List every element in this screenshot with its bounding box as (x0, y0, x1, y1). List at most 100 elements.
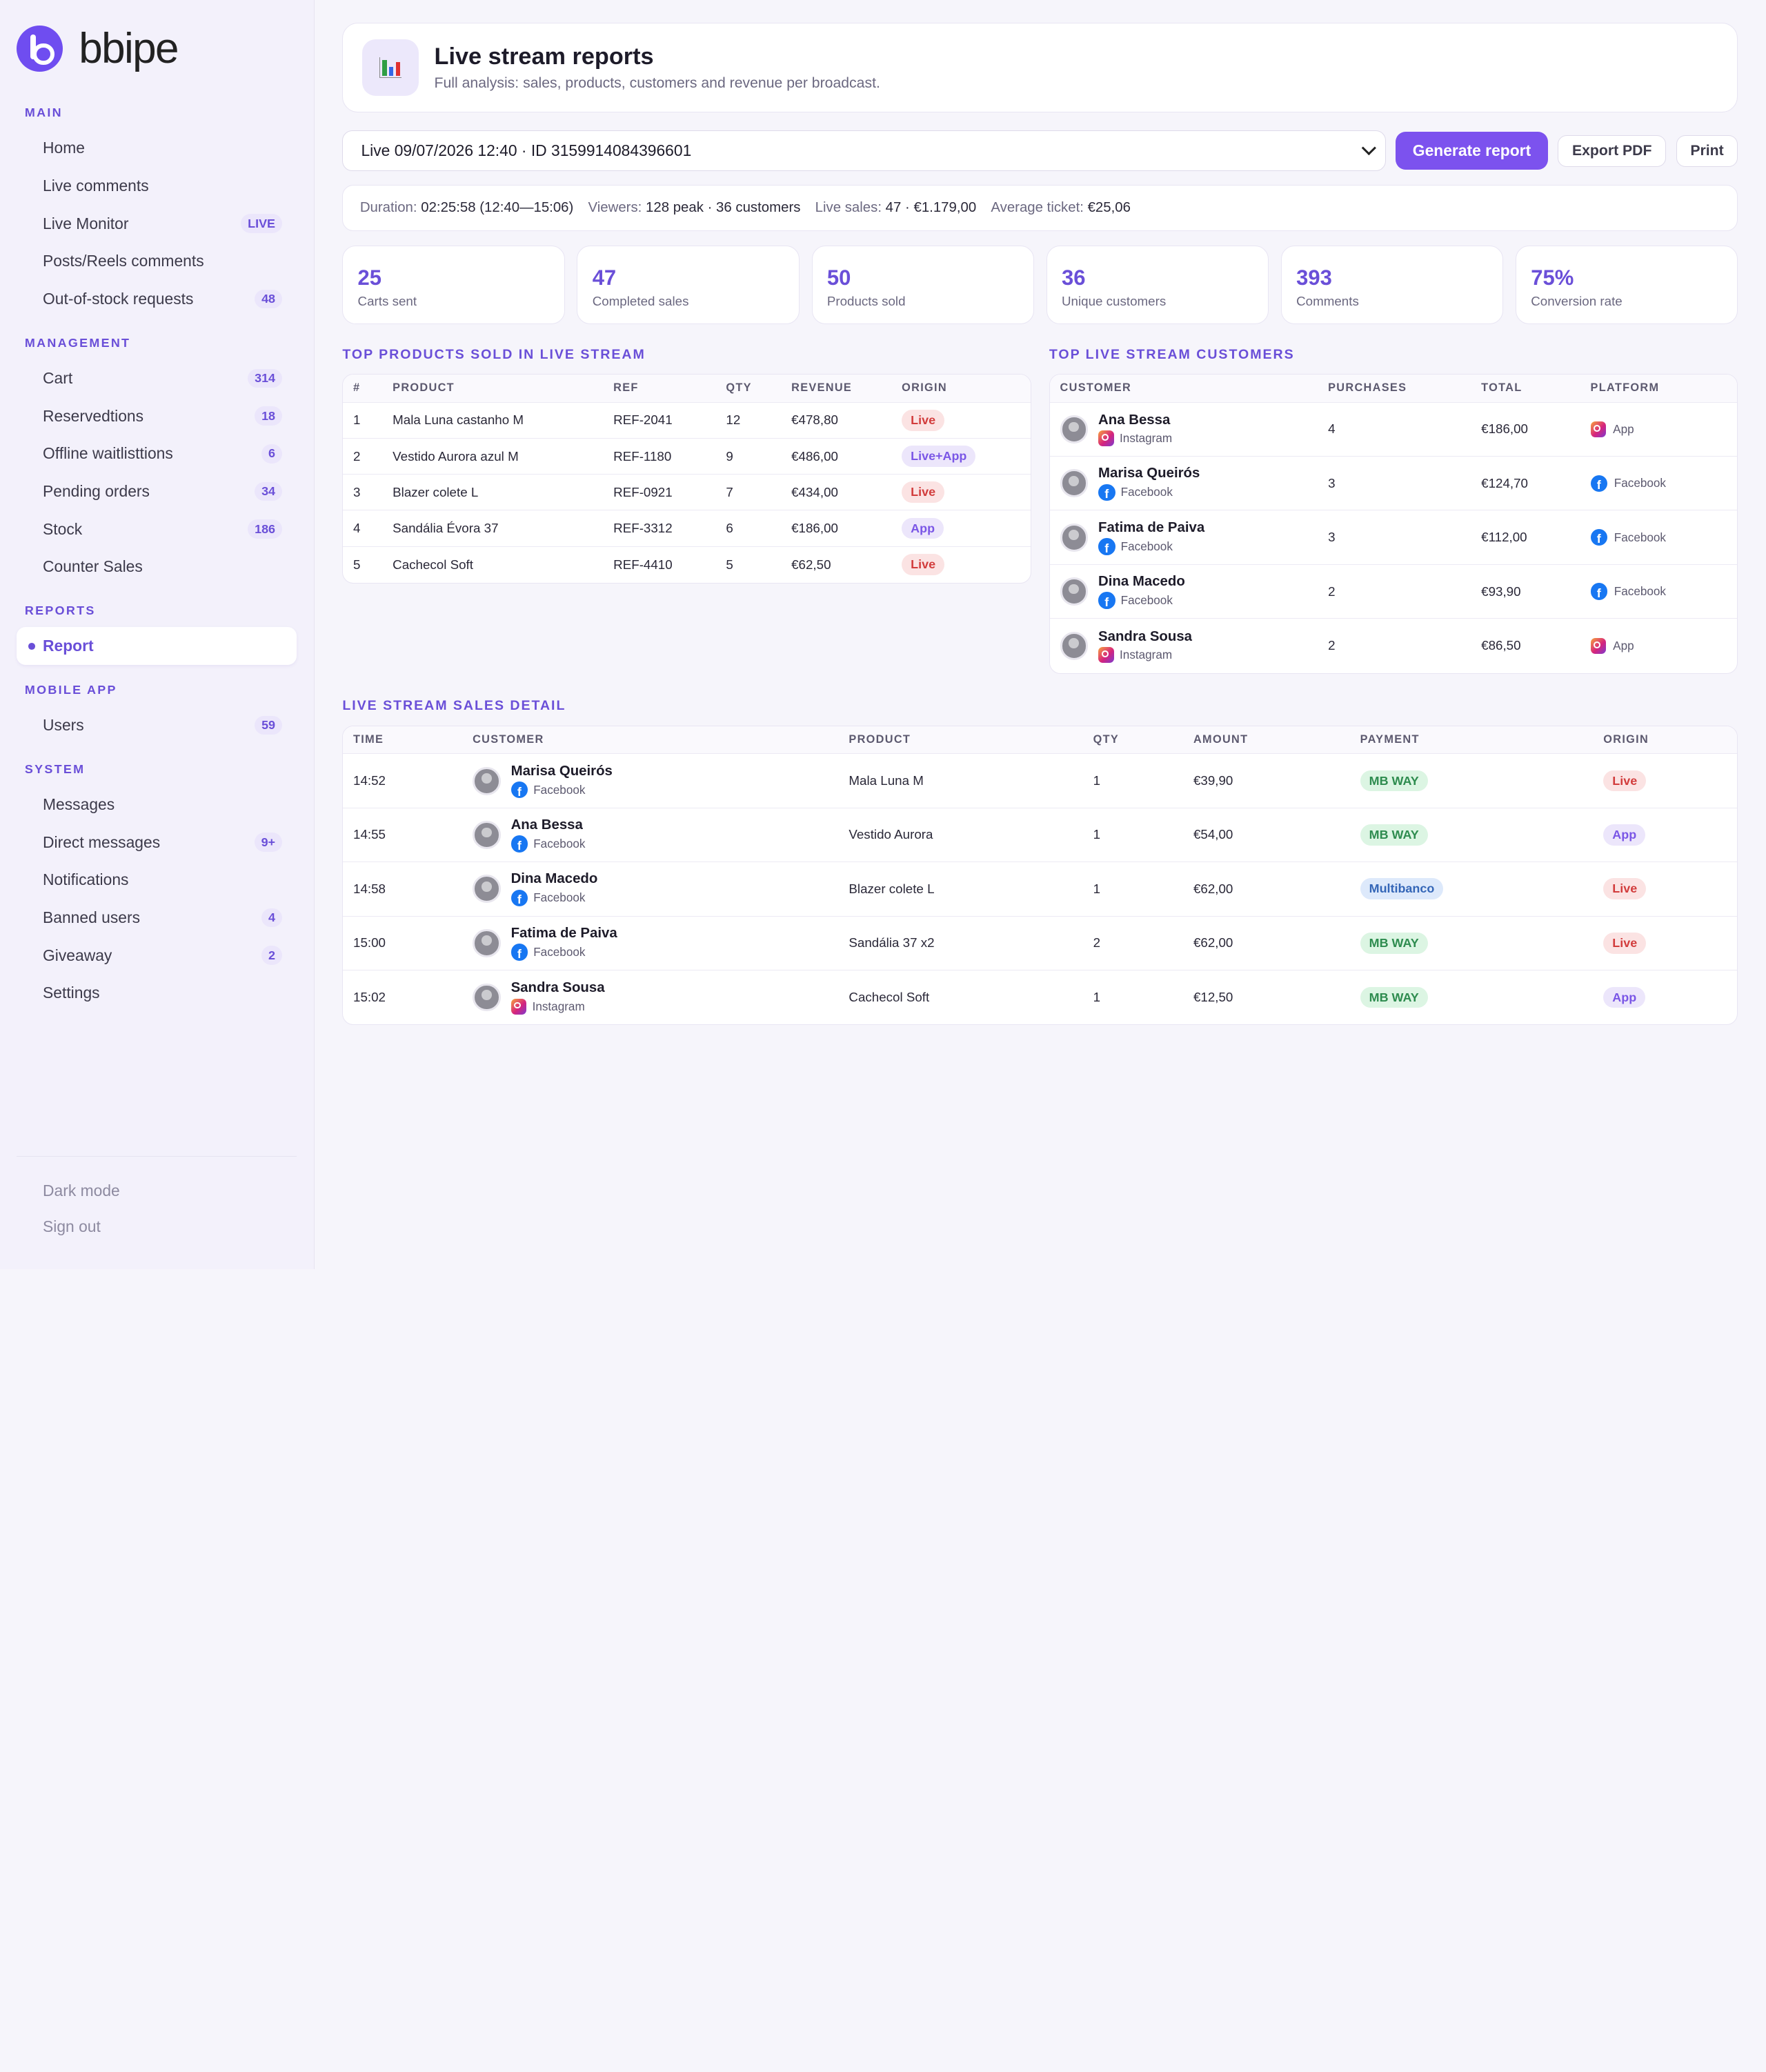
sidebar-item-badge: 186 (248, 519, 282, 539)
customer-network: Instagram (1098, 647, 1192, 663)
origin-badge: App (1603, 986, 1646, 1008)
customer-info: Marisa Queirós f Facebook (510, 764, 613, 799)
cell-platform: f Facebook (1580, 475, 1727, 492)
live-select[interactable]: Live 09/07/2026 12:40 · ID 3159914084396… (342, 130, 1386, 172)
table-row[interactable]: 15:00 Fatima de Paiva f Facebook Sandália 37… (343, 917, 1738, 970)
cell-qty: 5 (726, 557, 733, 572)
table-row[interactable]: 3 Blazer colete L REF-0921 7 €434,00 Live (343, 475, 1031, 511)
table-row[interactable]: Ana Bessa Instagram 4 €186,00 App (1049, 403, 1738, 457)
dark-mode-toggle[interactable]: Dark mode (43, 1181, 120, 1199)
cell-revenue: €486,00 (791, 448, 838, 464)
cell-qty: 1 (1093, 773, 1101, 788)
top-products-table: # PRODUCT REF QTY REVENUE ORIGIN 1 Mala Luna c… (342, 373, 1031, 584)
sidebar-item-stock[interactable]: Stock 186 (17, 510, 297, 548)
sidebar-item-live-monitor[interactable]: Live Monitor LIVE (17, 205, 297, 243)
customer-network-label: Facebook (533, 890, 586, 905)
cell-product: Sandália 37 x2 (849, 935, 935, 950)
cell-qty: 6 (726, 521, 733, 536)
sidebar-item-badge: 18 (255, 406, 282, 426)
table-row[interactable]: Sandra Sousa Instagram 2 €86,50 App (1050, 619, 1737, 673)
customer-info: Dina Macedo f Facebook (510, 871, 598, 907)
table-row[interactable]: 1 Mala Luna castanho M REF-2041 12 €478,80 Li… (343, 403, 1031, 439)
cell-product: Sandália Évora 37 (393, 521, 499, 536)
sidebar-item-giveaway[interactable]: Giveaway 2 (17, 937, 297, 975)
sidebar-item-reservedtions[interactable]: Reservedtions 18 (17, 397, 297, 435)
customer-network: f Facebook (510, 781, 613, 799)
table-row[interactable]: 5 Cachecol Soft REF-4410 5 €62,50 Live (343, 547, 1030, 583)
customer-name: Dina Macedo (510, 871, 598, 887)
facebook-icon: f (1590, 583, 1607, 600)
kpi-value: 393 (1296, 265, 1332, 290)
table-row[interactable]: 4 Sandália Évora 37 REF-3312 6 €186,00 App (343, 510, 1031, 547)
table-row[interactable]: 15:02 Sandra Sousa Instagram Cachecol Soft 1… (343, 970, 1737, 1024)
cell-payment: MB WAY (1350, 986, 1594, 1008)
sidebar-item-settings[interactable]: Settings (17, 975, 297, 1013)
facebook-icon: f (510, 944, 528, 961)
sidebar-item-direct-messages[interactable]: Direct messages 9+ (17, 824, 297, 861)
facebook-icon: f (1098, 538, 1115, 555)
sidebar-item-counter-sales[interactable]: Counter Sales (17, 548, 297, 586)
cell-amount: €39,90 (1193, 773, 1233, 788)
table-row[interactable]: 14:55 Ana Bessa f Facebook Vestido Aurora 1 €5… (343, 808, 1738, 863)
sidebar-item-banned-users[interactable]: Banned users 4 (17, 899, 297, 937)
sidebar-item-label: Stock (43, 519, 83, 538)
print-button[interactable]: Print (1676, 135, 1738, 167)
sidebar-item-live-comments[interactable]: Live comments (17, 167, 297, 205)
facebook-icon: f (510, 835, 528, 853)
sidebar-item-users[interactable]: Users 59 (17, 706, 297, 744)
viewers-label: Viewers: (588, 199, 642, 215)
report-toolbar: Live 09/07/2026 12:40 · ID 3159914084396… (342, 130, 1738, 172)
avatar (473, 875, 501, 904)
sign-out-button[interactable]: Sign out (43, 1217, 101, 1235)
table-row[interactable]: 2 Vestido Aurora azul M REF-1180 9 €486,00 Li… (343, 439, 1031, 475)
live-summary: Duration: 02:25:58 (12:40—15:06) Viewers… (342, 184, 1738, 231)
sidebar-item-home[interactable]: Home (17, 130, 297, 168)
table-row[interactable]: 14:52 Marisa Queirós f Facebook Mala Luna M 1… (343, 754, 1738, 808)
kpi-value: 75% (1531, 265, 1574, 290)
sidebar-item-cart[interactable]: Cart 314 (17, 359, 297, 397)
page-subtitle: Full analysis: sales, products, customer… (434, 74, 880, 91)
sidebar-item-notifications[interactable]: Notifications (17, 861, 297, 899)
sidebar-item-offline-waitlisttions[interactable]: Offline waitlisttions 6 (17, 435, 297, 472)
table-row[interactable]: Dina Macedo f Facebook 2 €93,90 f Facebook (1049, 565, 1738, 619)
customer-network-label: Instagram (532, 999, 585, 1013)
column-header-product: PRODUCT (849, 733, 911, 746)
nav-section-title: REPORTS (24, 604, 96, 618)
cell-customer: Dina Macedo f Facebook (1050, 574, 1318, 609)
cell-payment: MB WAY (1350, 824, 1594, 846)
cell-ref: REF-2041 (613, 412, 673, 428)
duration-label: Duration: (359, 199, 417, 215)
origin-badge: App (902, 517, 944, 539)
cell-amount: €62,00 (1193, 881, 1233, 896)
table-row[interactable]: Marisa Queirós f Facebook 3 €124,70 f Facebook (1049, 457, 1738, 511)
sidebar-item-posts-reels-comments[interactable]: Posts/Reels comments (17, 243, 297, 281)
cell-product: Blazer colete L (849, 881, 935, 896)
customer-network: f Facebook (1098, 592, 1185, 609)
cell-product: Mala Luna M (849, 773, 924, 788)
bar-chart-icon (362, 39, 419, 96)
sidebar-item-out-of-stock-requests[interactable]: Out-of-stock requests 48 (17, 280, 297, 318)
table-row[interactable]: 14:58 Dina Macedo f Facebook Blazer colete L… (343, 862, 1738, 917)
generate-report-button[interactable]: Generate report (1396, 131, 1548, 170)
cell-amount: €62,00 (1193, 935, 1233, 950)
sidebar-item-report[interactable]: Report (17, 627, 297, 666)
sidebar-item-messages[interactable]: Messages (17, 786, 297, 824)
column-header-revenue: REVENUE (791, 381, 853, 395)
facebook-icon: f (1098, 484, 1115, 501)
sidebar-item-badge: 59 (255, 715, 282, 735)
table-row[interactable]: Fatima de Paiva f Facebook 3 €112,00 f Faceboo… (1049, 510, 1738, 565)
cell-customer: Ana Bessa f Facebook (462, 817, 838, 853)
average-ticket-value: €25,06 (1087, 199, 1131, 215)
origin-badge: Live (1603, 932, 1647, 954)
customer-network-label: Facebook (533, 944, 586, 959)
sidebar-item-badge: 34 (255, 481, 282, 501)
sidebar-item-pending-orders[interactable]: Pending orders 34 (17, 472, 297, 510)
top-customers-section: TOP LIVE STREAM CUSTOMERS CUSTOMER PURCHA… (1049, 347, 1738, 674)
cell-purchases: 2 (1328, 584, 1336, 599)
cell-revenue: €434,00 (791, 484, 838, 499)
cell-total: €124,70 (1481, 475, 1528, 490)
brand-logo[interactable]: bbipe (17, 0, 297, 97)
export-pdf-button[interactable]: Export PDF (1558, 135, 1667, 167)
cell-amount: €12,50 (1193, 990, 1233, 1005)
cell-platform: f Facebook (1580, 583, 1727, 600)
